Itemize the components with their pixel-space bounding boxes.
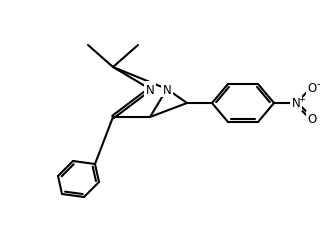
Text: N: N [146, 83, 155, 96]
Text: O: O [307, 81, 317, 94]
Text: -: - [316, 79, 320, 89]
Text: O: O [307, 113, 317, 126]
Text: N: N [163, 83, 171, 96]
Text: +: + [299, 95, 305, 104]
Text: N: N [292, 97, 300, 110]
